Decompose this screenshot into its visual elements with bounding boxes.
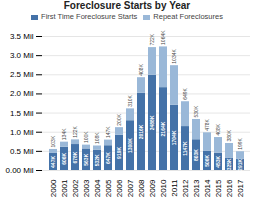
- svg-text:2001: 2001: [60, 179, 69, 197]
- svg-text:0.00 Mil: 0.00 Mil: [5, 166, 33, 175]
- svg-text:1704K: 1704K: [171, 130, 177, 145]
- svg-text:649K: 649K: [182, 87, 188, 99]
- svg-text:2017: 2017: [236, 179, 245, 197]
- svg-text:2164K: 2164K: [160, 121, 166, 136]
- svg-text:2014: 2014: [203, 179, 212, 197]
- svg-text:2.5 Mil: 2.5 Mil: [10, 70, 34, 79]
- svg-text:2011: 2011: [170, 179, 179, 197]
- svg-text:2009: 2009: [148, 179, 157, 197]
- svg-text:478K: 478K: [204, 118, 210, 130]
- svg-text:408K: 408K: [215, 123, 221, 135]
- svg-text:1034K: 1034K: [171, 49, 177, 64]
- svg-text:2007: 2007: [126, 179, 135, 197]
- svg-text:310K: 310K: [127, 95, 133, 107]
- svg-text:1300K: 1300K: [127, 138, 133, 153]
- svg-text:2016K: 2016K: [138, 124, 144, 139]
- svg-text:606K: 606K: [61, 153, 67, 165]
- svg-text:199K: 199K: [237, 137, 243, 149]
- svg-text:108K: 108K: [94, 132, 100, 144]
- svg-text:563K: 563K: [83, 153, 89, 165]
- svg-text:803K: 803K: [193, 149, 199, 161]
- svg-text:1.5 Mil: 1.5 Mil: [10, 109, 34, 118]
- svg-text:2013: 2013: [192, 179, 201, 197]
- svg-text:103K: 103K: [50, 135, 56, 147]
- svg-text:122K: 122K: [72, 126, 78, 138]
- svg-text:2.0 Mil: 2.0 Mil: [10, 89, 34, 98]
- html-text:First Time Foreclosure Starts: First Time Foreclosure Starts: [41, 12, 138, 21]
- svg-text:1147K: 1147K: [182, 141, 188, 156]
- svg-text:532K: 532K: [94, 154, 100, 166]
- svg-text:2004: 2004: [93, 179, 102, 197]
- svg-text:200K: 200K: [116, 113, 122, 125]
- html-text:Foreclosure Starts by Year: Foreclosure Starts by Year: [63, 0, 191, 11]
- svg-text:134K: 134K: [61, 128, 67, 140]
- svg-text:2008: 2008: [137, 179, 146, 197]
- svg-text:3.0 Mil: 3.0 Mil: [10, 51, 34, 60]
- svg-text:2010: 2010: [159, 179, 168, 197]
- svg-text:1.0 Mil: 1.0 Mil: [10, 128, 34, 137]
- svg-text:2012: 2012: [181, 179, 190, 197]
- svg-text:147K: 147K: [105, 126, 111, 138]
- svg-text:1064K: 1064K: [160, 30, 166, 45]
- html-text:Repeat Foreclosures: Repeat Foreclosures: [153, 12, 223, 21]
- svg-text:2000: 2000: [49, 179, 58, 197]
- svg-text:722K: 722K: [149, 33, 155, 45]
- svg-text:919K: 919K: [116, 147, 122, 159]
- svg-text:678K: 678K: [72, 151, 78, 163]
- svg-text:2006: 2006: [115, 179, 124, 197]
- svg-text:453K: 453K: [215, 155, 221, 167]
- svg-text:647K: 647K: [105, 152, 111, 164]
- svg-text:325K: 325K: [226, 158, 232, 170]
- svg-text:2002: 2002: [71, 179, 80, 197]
- svg-text:506K: 506K: [204, 154, 210, 166]
- svg-text:291K: 291K: [237, 159, 243, 171]
- svg-text:380K: 380K: [226, 129, 232, 141]
- svg-text:447K: 447K: [50, 156, 56, 168]
- svg-text:2003: 2003: [82, 179, 91, 197]
- svg-text:2015: 2015: [214, 179, 223, 197]
- svg-text:3.5 Mil: 3.5 Mil: [10, 32, 34, 41]
- svg-text:2005: 2005: [104, 179, 113, 197]
- svg-text:2016: 2016: [225, 179, 234, 197]
- svg-text:408K: 408K: [138, 63, 144, 75]
- svg-text:0.5 Mil: 0.5 Mil: [10, 147, 34, 156]
- svg-text:530K: 530K: [193, 105, 199, 117]
- svg-text:100K: 100K: [83, 131, 89, 143]
- svg-text:2488K: 2488K: [149, 115, 155, 130]
